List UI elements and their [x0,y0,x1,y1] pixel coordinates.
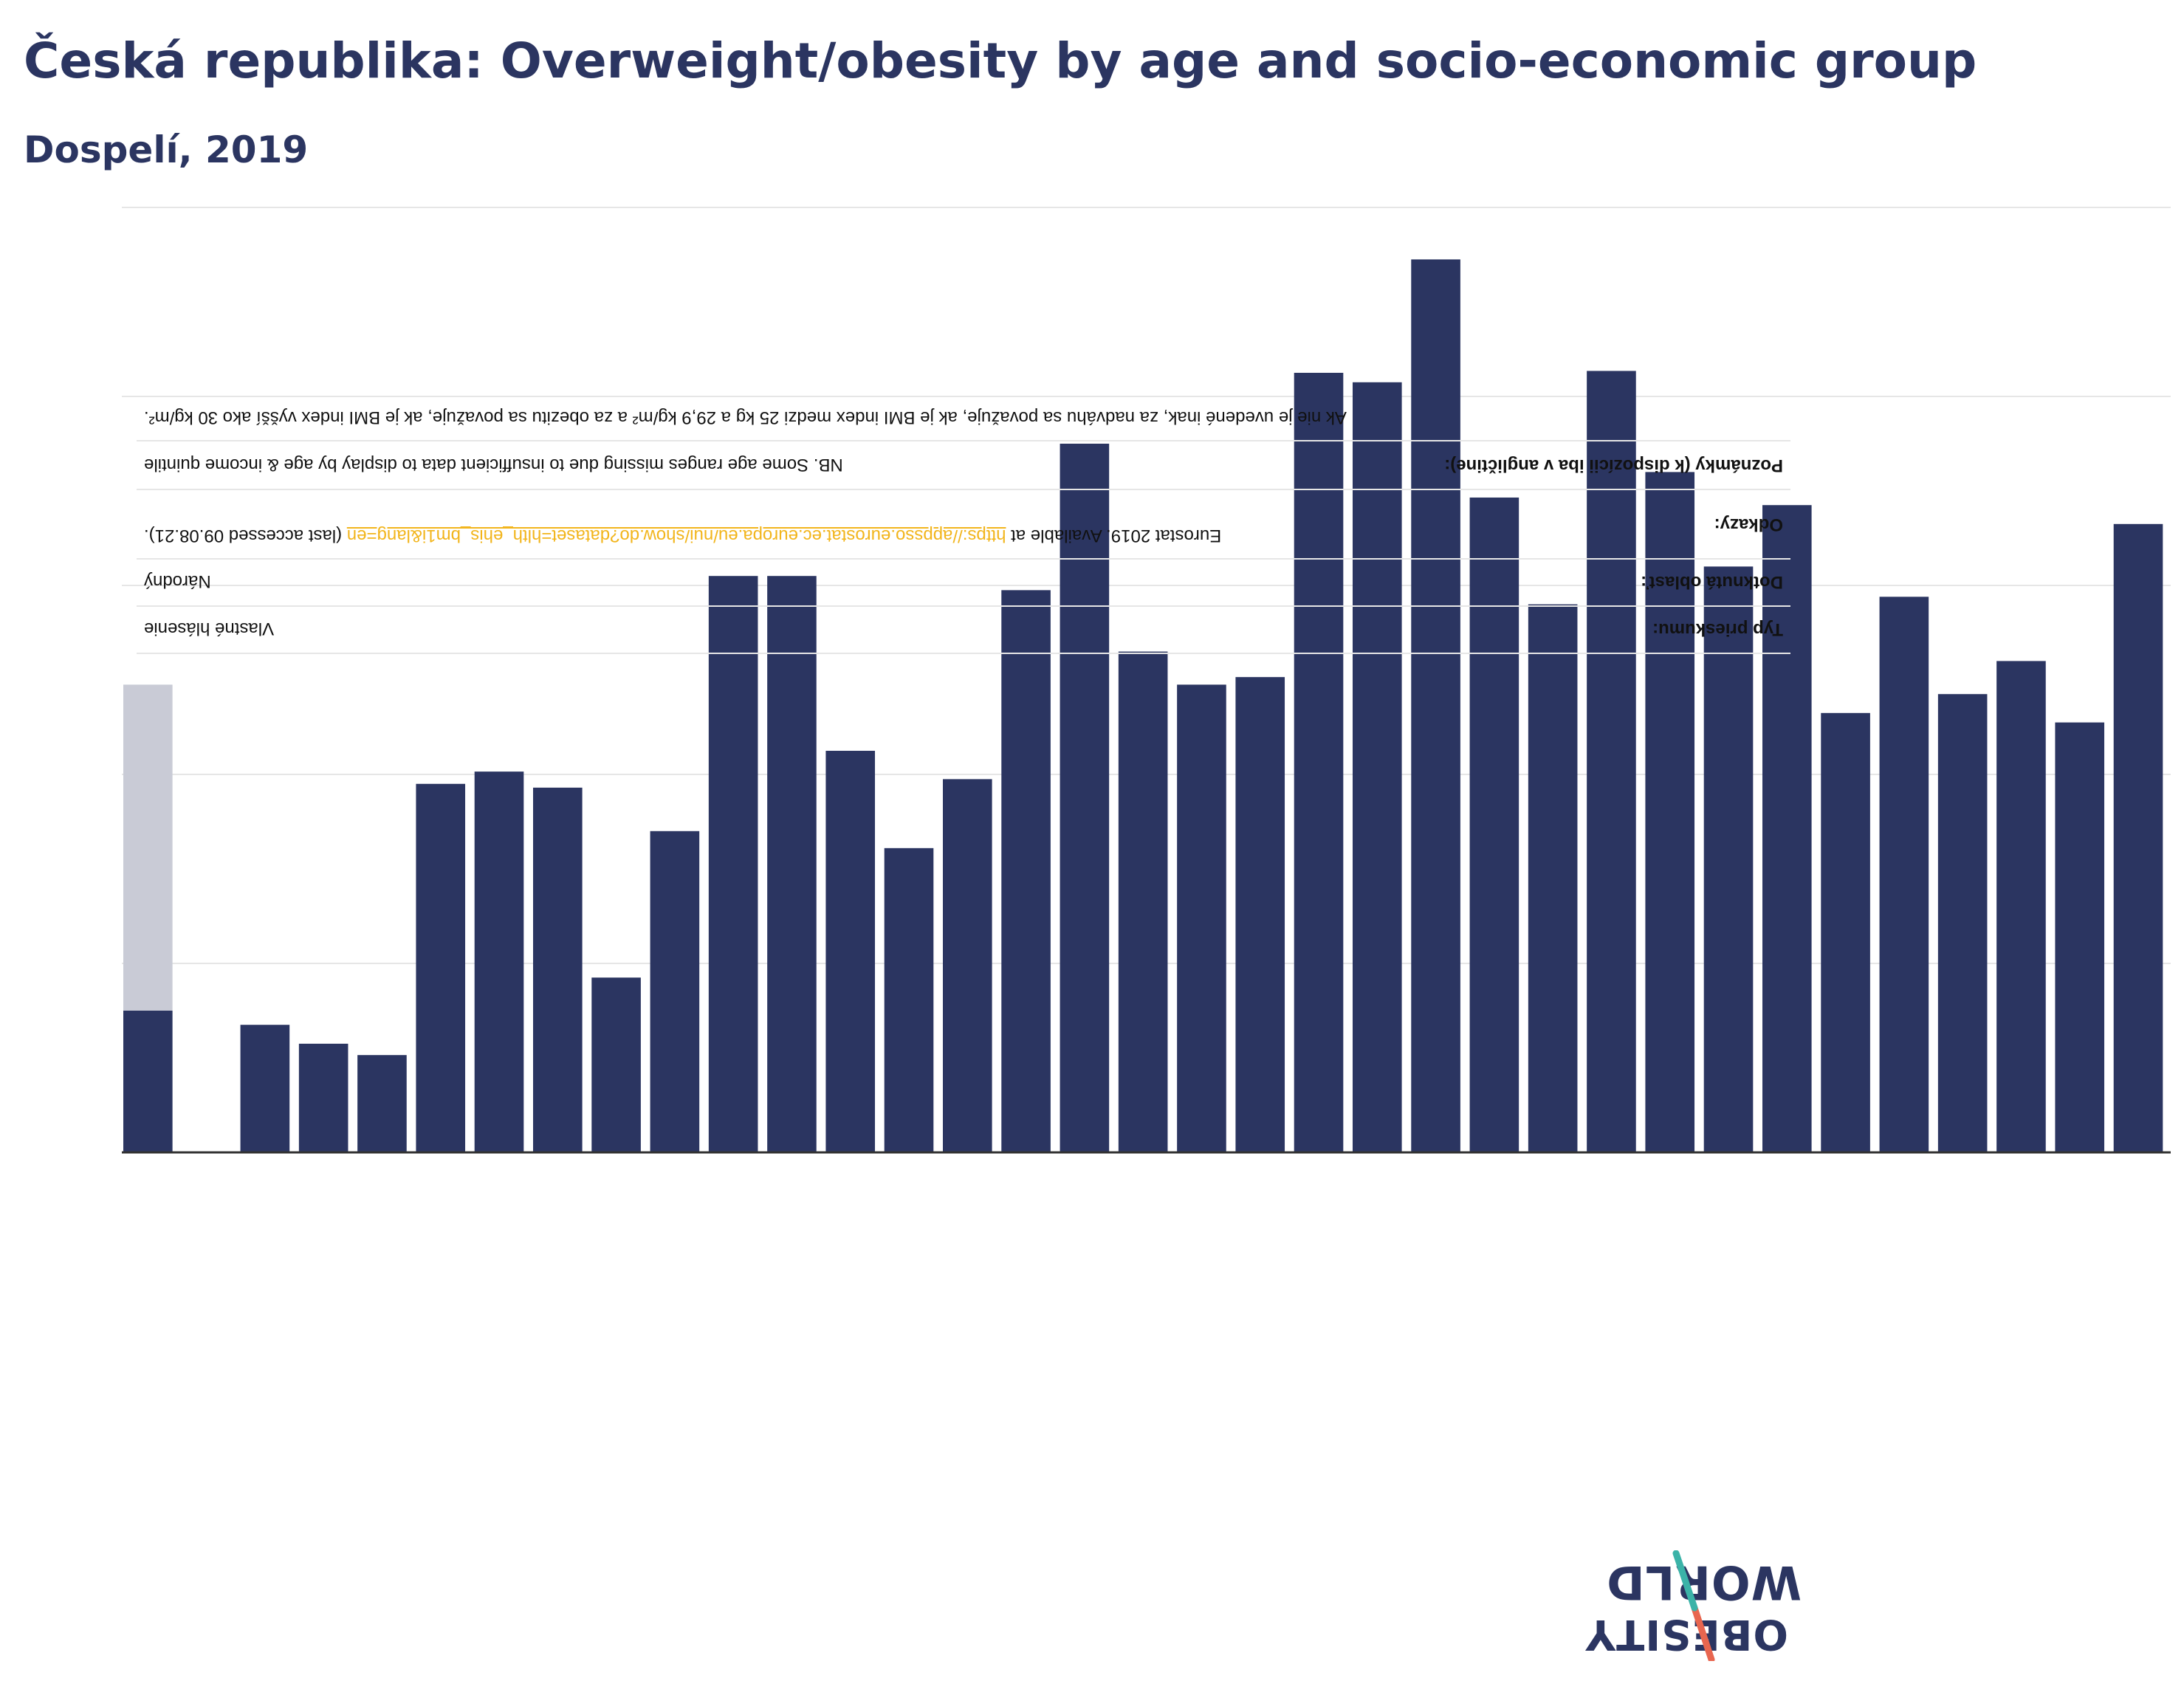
bar [884,848,934,1152]
info-row-survey-type: Typ prieskumu: Vlastné hlásenie [137,605,1790,654]
references-label: Odkazy: [1714,515,1783,534]
bar [1821,712,1870,1152]
bar [1645,472,1695,1152]
bar [825,751,876,1152]
bar [1879,596,1929,1152]
survey-type-label: Typ prieskumu: [1652,619,1783,639]
area-value: Národný [144,571,211,591]
bar [943,779,992,1152]
bar [650,831,700,1152]
references-value: Eurostat 2019. Available at https://apps… [144,524,1296,546]
page-subtitle: Dospelí, 2019 [24,128,309,171]
bar [298,1043,348,1152]
chart-bars [123,259,2163,1153]
bar [1762,505,1812,1152]
info-row-definition: Ak nie je uvedené inak, za nadváhu sa po… [137,393,1790,441]
notes-value: NB. Some age ranges missing due to insuf… [144,455,843,475]
bar [416,783,466,1152]
definition-value: Ak nie je uvedené inak, za nadváhu sa po… [144,408,1347,427]
bar [1937,694,1988,1152]
info-row-notes: Poznámky (k dispozícii iba v angličtine)… [137,440,1790,490]
bar [1528,604,1578,1152]
bar [357,1055,407,1152]
bar [708,576,758,1152]
bar [1469,497,1519,1152]
info-table: Typ prieskumu: Vlastné hlásenie Dotknutá… [137,391,1790,654]
bar [2113,523,2163,1152]
bar [1118,651,1168,1152]
bar [533,787,583,1152]
obesity-world-logo: OBESITY WORLD [1585,1550,1802,1661]
bar [1235,677,1285,1152]
info-row-area: Dotknutá oblasť: Národný [137,558,1790,607]
bar [1294,373,1344,1152]
bar [240,1025,290,1152]
bar [2055,722,2105,1152]
bar [1060,444,1110,1152]
bar [1353,382,1402,1152]
notes-label: Poznámky (k dispozícii iba v angličtine)… [1444,455,1783,475]
info-row-references: Odkazy: Eurostat 2019. Available at http… [137,489,1790,560]
bar [767,576,817,1152]
bar [474,771,524,1152]
references-prefix: Eurostat 2019. Available at [1006,526,1222,546]
bar [1587,371,1636,1153]
bar [1703,566,1754,1152]
survey-type-value: Vlastné hlásenie [144,619,275,639]
logo-slash-icon [1672,1550,1715,1661]
references-link[interactable]: https://appsso.eurostat.ec.europa.eu/nui… [346,526,1006,546]
bar [1996,661,2046,1152]
bar [1411,259,1460,1152]
page-title: Česká republika: Overweight/obesity by a… [24,32,1977,89]
bar [591,977,641,1152]
bar [123,1011,173,1152]
bar [1001,590,1051,1152]
area-label: Dotknutá oblasť: [1641,572,1783,592]
bar [1177,684,1226,1152]
references-suffix: (last accessed 09.08.21). [144,526,347,546]
